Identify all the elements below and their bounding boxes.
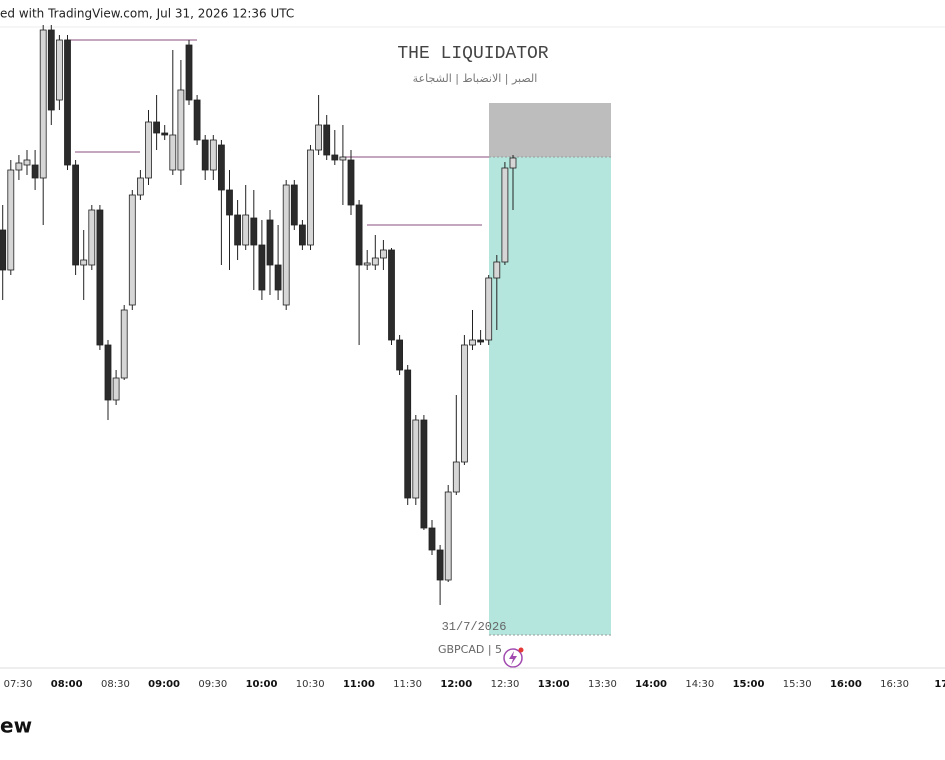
- candle-body: [64, 39, 71, 166]
- candle-body: [444, 491, 452, 581]
- candle-body: [96, 209, 104, 346]
- candle-body: [290, 184, 298, 226]
- time-label: 08:30: [101, 679, 130, 690]
- candle-body: [428, 527, 436, 551]
- candle-body: [39, 29, 47, 179]
- time-label: 16:00: [830, 679, 862, 690]
- candle-body: [274, 264, 282, 291]
- candle-body: [128, 194, 136, 306]
- time-label: 08:00: [51, 679, 83, 690]
- time-label: 16:30: [880, 679, 909, 690]
- alert-dot: [518, 647, 524, 653]
- alert-bolt: [509, 651, 517, 665]
- candle-body: [307, 149, 314, 246]
- candle-body: [193, 99, 201, 141]
- candle-body: [388, 249, 395, 341]
- date-label: 31/7/2026: [442, 620, 507, 634]
- candle-body: [136, 177, 144, 196]
- time-label: 15:00: [733, 679, 765, 690]
- header-text: ed with TradingView.com, Jul 31, 2026 12…: [0, 7, 294, 21]
- candle-body: [371, 257, 379, 266]
- watermark-subtitle: الصبر | الانضباط | الشجاعة: [413, 72, 538, 85]
- candle-body: [72, 164, 79, 266]
- time-label: 12:30: [491, 679, 520, 690]
- candle-body: [56, 39, 63, 101]
- candle-body: [217, 144, 225, 191]
- candle-body: [88, 209, 96, 266]
- candle-body: [282, 184, 290, 306]
- candle-body: [460, 344, 468, 463]
- time-label: 11:30: [393, 679, 422, 690]
- candle-body: [396, 339, 404, 371]
- candle-body: [15, 162, 23, 171]
- candle-body: [234, 214, 242, 246]
- candle-body: [0, 229, 7, 271]
- target-zone[interactable]: [489, 157, 611, 635]
- candle-body: [436, 549, 444, 581]
- candle-body: [201, 139, 209, 171]
- candle-body: [169, 134, 177, 171]
- candle-body: [315, 124, 323, 151]
- time-label: 07:30: [4, 679, 33, 690]
- candle-body: [477, 339, 485, 343]
- time-label: 13:00: [538, 679, 570, 690]
- candle-body: [104, 344, 112, 401]
- time-label: 10:30: [296, 679, 325, 690]
- time-label: 12:00: [440, 679, 472, 690]
- symbol-label: GBPCAD | 5: [438, 643, 502, 656]
- watermark-title: THE LIQUIDATOR: [397, 44, 548, 64]
- candle-body: [209, 139, 217, 171]
- candle-body: [266, 219, 274, 266]
- candle-body: [452, 461, 460, 493]
- time-label: 10:00: [246, 679, 278, 690]
- candle-body: [493, 261, 501, 279]
- candle-body: [7, 169, 15, 271]
- candle-body: [323, 124, 331, 156]
- candle-body: [47, 29, 55, 111]
- candle-body: [161, 132, 169, 136]
- candle-body: [153, 121, 161, 134]
- candle-body: [177, 89, 185, 171]
- candle-body: [347, 159, 355, 206]
- candle-body: [145, 121, 152, 179]
- time-label: 17:: [934, 679, 945, 690]
- candle-body: [23, 159, 31, 166]
- candle-body: [485, 277, 493, 341]
- candle-body: [363, 262, 371, 266]
- candle-body: [242, 214, 250, 246]
- candle-body: [420, 419, 428, 529]
- candle-body: [250, 217, 258, 246]
- candle-body: [226, 189, 233, 216]
- candle-body: [112, 377, 120, 401]
- candle-body: [298, 224, 306, 246]
- footer-logo: ew: [0, 714, 32, 738]
- candle-body: [331, 154, 339, 161]
- candle-body: [501, 167, 509, 263]
- candle-body: [509, 157, 517, 169]
- candle-body: [355, 204, 363, 266]
- candle-body: [469, 339, 476, 346]
- stop-zone[interactable]: [489, 103, 611, 157]
- candle-body: [404, 369, 412, 499]
- candle-body: [339, 156, 347, 161]
- candle-body: [80, 259, 88, 266]
- time-label: 14:00: [635, 679, 667, 690]
- time-label: 09:30: [198, 679, 227, 690]
- time-label: 09:00: [148, 679, 180, 690]
- candle-body: [185, 44, 193, 101]
- time-label: 15:30: [783, 679, 812, 690]
- time-label: 13:30: [588, 679, 617, 690]
- candle-body: [120, 309, 128, 379]
- candle-body: [31, 164, 39, 179]
- candle-body: [379, 249, 387, 259]
- candle-body: [412, 419, 420, 499]
- time-label: 14:30: [685, 679, 714, 690]
- time-label: 11:00: [343, 679, 375, 690]
- candle-body: [258, 244, 266, 291]
